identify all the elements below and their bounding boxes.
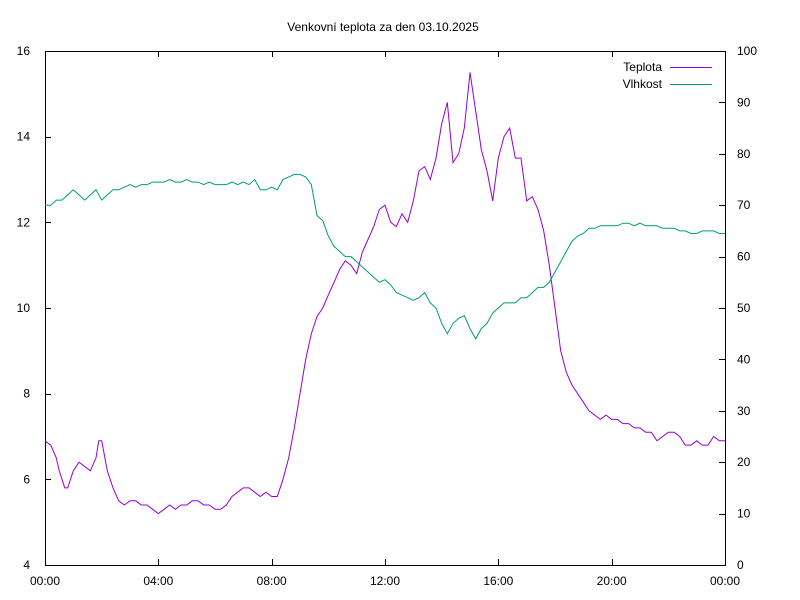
x-axis: 00:00 04:00 08:00 12:00 16:00 20:00 00:00 xyxy=(30,51,740,588)
chart-title: Venkovní teplota za den 03.10.2025 xyxy=(287,20,479,34)
x-tick-label: 16:00 xyxy=(483,574,513,588)
y2-tick-label: 20 xyxy=(737,455,751,469)
y-tick-label: 12 xyxy=(17,215,31,229)
y2-tick-label: 50 xyxy=(737,301,751,315)
y-tick-label: 14 xyxy=(17,130,31,144)
y2-tick-label: 70 xyxy=(737,198,751,212)
x-tick-label: 12:00 xyxy=(370,574,400,588)
x-tick-label: 00:00 xyxy=(710,574,740,588)
x-tick-label: 00:00 xyxy=(30,574,60,588)
series-line-teplota xyxy=(44,72,725,515)
y-tick-label: 4 xyxy=(23,558,30,572)
y-tick-label: 10 xyxy=(17,301,31,315)
y-axis-right: 0 10 20 30 40 50 60 70 80 90 100 xyxy=(719,44,757,572)
x-tick-label: 04:00 xyxy=(143,574,173,588)
y-tick-label: 6 xyxy=(23,472,30,486)
y2-tick-label: 60 xyxy=(737,250,751,264)
y-axis-left: 4 6 8 10 12 14 16 xyxy=(17,44,51,572)
y2-tick-label: 40 xyxy=(737,352,751,366)
x-tick-label: 20:00 xyxy=(597,574,627,588)
y-tick-label: 8 xyxy=(23,387,30,401)
series-lines xyxy=(44,72,725,515)
y2-tick-label: 100 xyxy=(737,44,757,58)
y2-tick-label: 90 xyxy=(737,95,751,109)
plot-frame xyxy=(45,51,726,566)
y2-tick-label: 0 xyxy=(737,558,744,572)
legend-label-vlhkost: Vlhkost xyxy=(623,77,663,91)
y2-tick-label: 80 xyxy=(737,147,751,161)
legend: Teplota Vlhkost xyxy=(623,60,712,91)
series-line-vlhkost xyxy=(45,173,725,340)
x-tick-label: 08:00 xyxy=(257,574,287,588)
y-tick-label: 16 xyxy=(17,44,31,58)
y2-tick-label: 10 xyxy=(737,507,751,521)
legend-label-teplota: Teplota xyxy=(623,60,662,74)
y2-tick-label: 30 xyxy=(737,404,751,418)
